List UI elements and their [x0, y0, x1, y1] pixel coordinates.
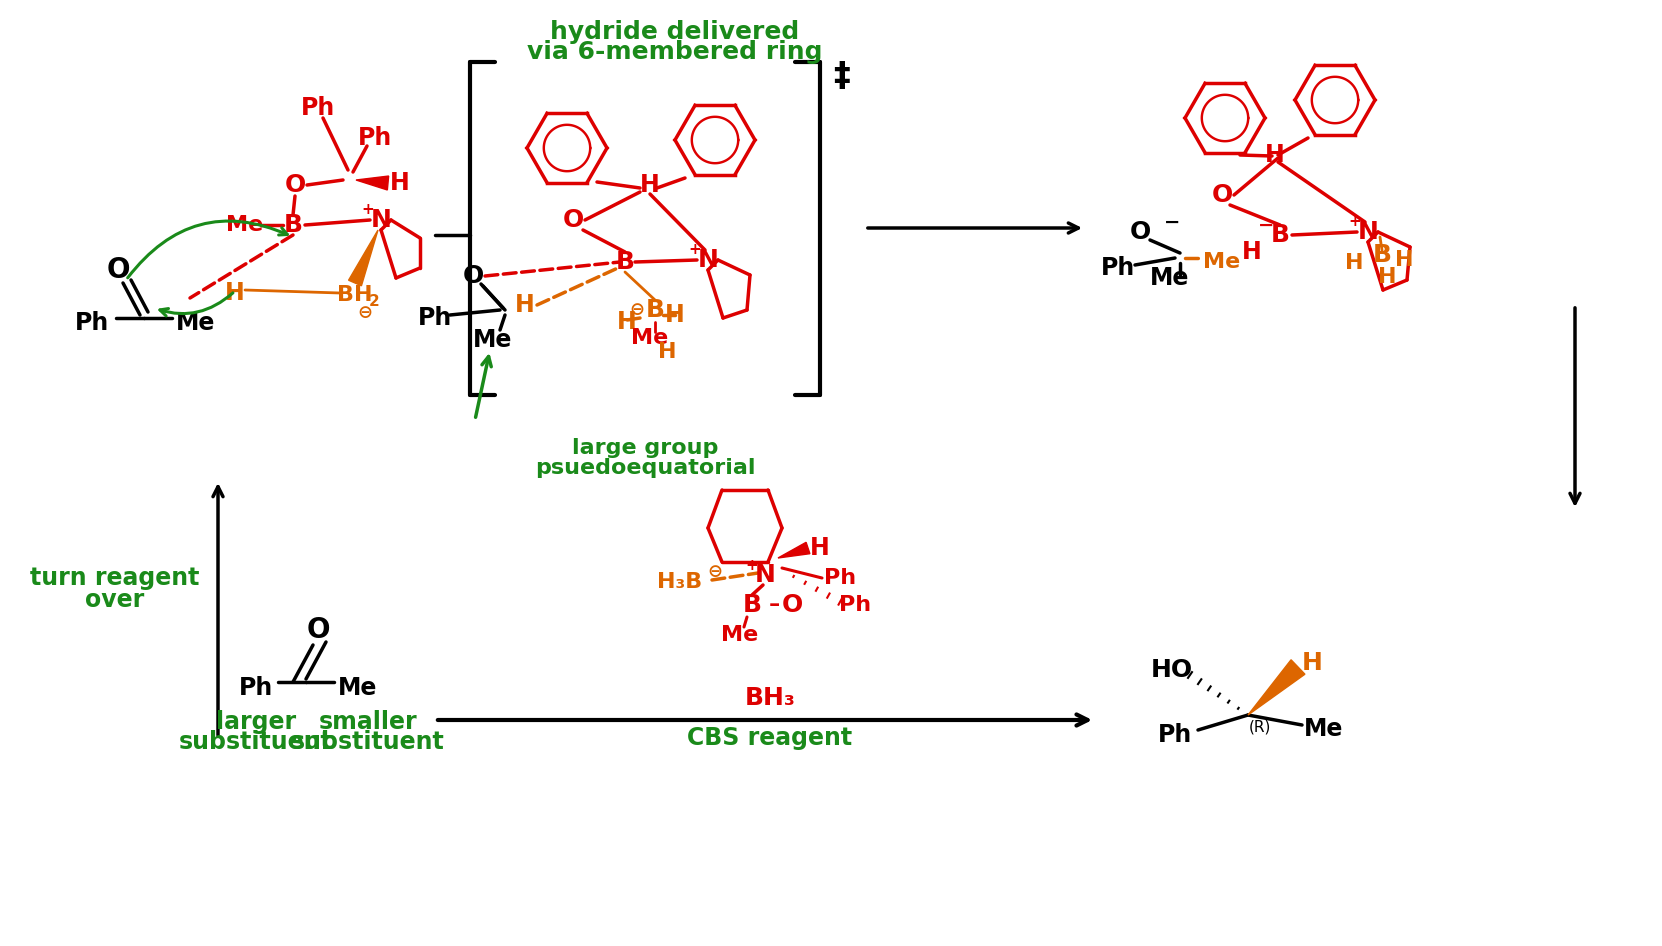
Text: O: O	[1212, 183, 1233, 207]
Text: H₃B: H₃B	[658, 572, 703, 592]
Text: Ph: Ph	[1100, 256, 1135, 280]
Text: +: +	[1348, 215, 1361, 230]
Text: O: O	[1130, 220, 1150, 244]
Text: ⊖: ⊖	[630, 301, 645, 319]
Text: turn reagent: turn reagent	[30, 566, 199, 590]
Text: Me: Me	[1305, 717, 1343, 741]
Text: H: H	[1265, 143, 1285, 167]
Polygon shape	[349, 230, 377, 286]
Text: B: B	[615, 250, 635, 274]
Text: +: +	[688, 242, 701, 257]
Text: via 6-membered ring: via 6-membered ring	[527, 40, 823, 64]
Text: Me: Me	[632, 328, 668, 348]
Text: ⊖: ⊖	[357, 304, 372, 322]
Text: H: H	[617, 310, 637, 334]
Text: O: O	[106, 256, 130, 284]
Text: substituent: substituent	[179, 730, 332, 754]
Text: Ph: Ph	[301, 96, 336, 120]
Text: O: O	[462, 264, 484, 288]
Text: B: B	[1373, 243, 1391, 267]
Text: Me: Me	[721, 625, 758, 645]
Text: CBS reagent: CBS reagent	[688, 726, 853, 750]
Text: Me: Me	[1203, 252, 1240, 272]
Text: H: H	[1345, 253, 1363, 273]
Text: H: H	[1378, 267, 1396, 287]
Text: psuedoequatorial: psuedoequatorial	[535, 458, 755, 478]
Text: N: N	[698, 248, 718, 272]
Text: N: N	[755, 563, 776, 587]
Text: H: H	[1394, 250, 1413, 270]
Text: Ph: Ph	[239, 676, 273, 700]
Text: large group: large group	[572, 438, 718, 458]
Text: O: O	[306, 616, 329, 644]
Text: H: H	[1242, 240, 1261, 264]
Text: 2: 2	[369, 293, 379, 308]
Text: +: +	[746, 557, 758, 572]
Text: Ph: Ph	[357, 126, 392, 150]
Text: −: −	[1258, 216, 1275, 235]
Text: hydride delivered: hydride delivered	[550, 20, 799, 44]
Text: HO: HO	[1152, 658, 1193, 682]
Text: Me: Me	[339, 676, 377, 700]
Text: H: H	[665, 303, 685, 327]
Text: ⊖: ⊖	[708, 563, 723, 581]
Text: Ph: Ph	[417, 306, 452, 330]
Text: Me: Me	[1150, 266, 1190, 290]
Text: B: B	[645, 298, 665, 322]
Text: substituent: substituent	[291, 730, 445, 754]
Text: −: −	[1163, 213, 1180, 232]
Text: Ph: Ph	[75, 311, 110, 335]
Text: (R): (R)	[1248, 720, 1271, 734]
Text: H: H	[658, 342, 676, 362]
Text: larger: larger	[216, 710, 296, 734]
Polygon shape	[356, 176, 389, 190]
Text: O: O	[781, 593, 803, 617]
Text: smaller: smaller	[319, 710, 417, 734]
Text: BH₃: BH₃	[745, 686, 796, 710]
Text: Me: Me	[176, 311, 216, 335]
Polygon shape	[1248, 659, 1305, 715]
Text: over: over	[85, 588, 145, 612]
Text: H: H	[1301, 651, 1323, 675]
Text: B: B	[284, 213, 302, 237]
Text: ‡: ‡	[834, 61, 851, 94]
Text: Me: Me	[226, 215, 264, 235]
Text: Ph: Ph	[824, 568, 856, 588]
Text: Me: Me	[474, 328, 512, 352]
Text: H: H	[640, 173, 660, 197]
Text: +: +	[362, 202, 374, 218]
Text: N: N	[1358, 220, 1378, 244]
Text: H: H	[809, 536, 829, 560]
Text: H: H	[224, 281, 244, 305]
Text: O: O	[562, 208, 583, 232]
Text: B: B	[743, 593, 761, 617]
Text: Ph: Ph	[839, 595, 871, 615]
Text: N: N	[371, 208, 392, 232]
Text: –: –	[768, 595, 779, 615]
Text: H: H	[515, 293, 535, 317]
Text: O: O	[284, 173, 306, 197]
Text: H: H	[391, 171, 411, 195]
Polygon shape	[778, 542, 809, 558]
Text: Ph: Ph	[1158, 723, 1192, 747]
Text: BH: BH	[337, 285, 372, 305]
Text: B: B	[1270, 223, 1290, 247]
